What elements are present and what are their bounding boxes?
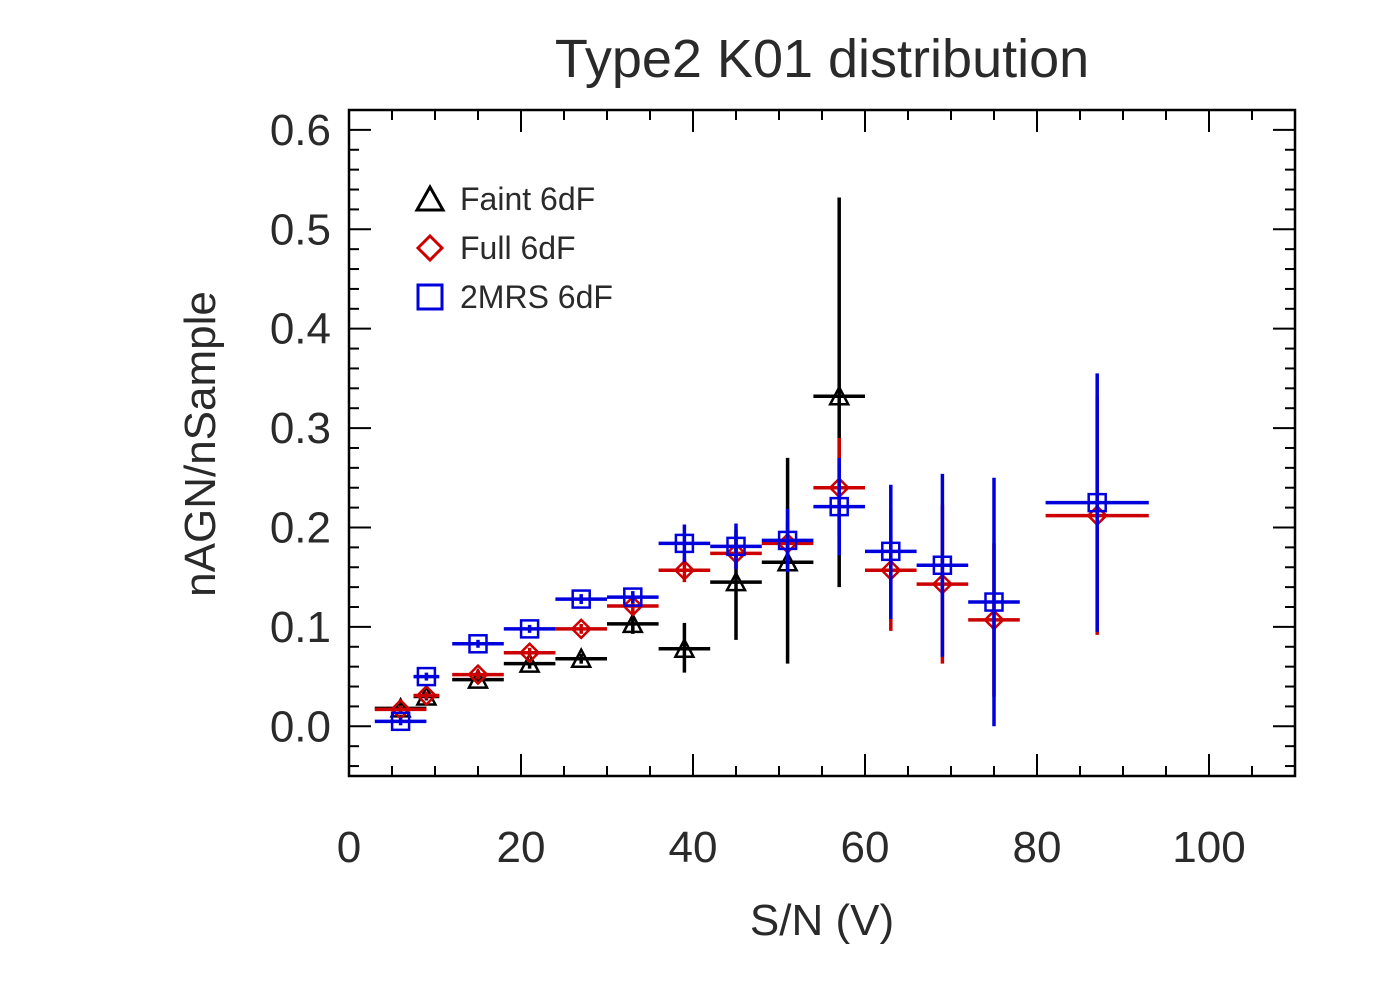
legend: Faint 6dF Full 6dF 2MRS 6dF [414,181,613,315]
legend-marker [416,283,444,311]
data-point [468,634,488,654]
y-tick-label: 0.4 [270,305,331,354]
data-point [674,533,695,554]
x-axis-label: S/N (V) [750,896,894,945]
legend-item: 2MRS 6dF [416,279,613,315]
data-point [984,592,1004,612]
data-point [1087,492,1107,513]
y-tick-label: 0.3 [270,404,331,453]
data-point [518,641,541,664]
series-full-6df [374,396,1149,721]
x-tick-label: 100 [1172,823,1245,872]
data-point [518,652,541,673]
data-point [571,589,591,609]
plot-area: 0 20 40 60 80 100 0.0 0.1 0.2 0.3 0.4 0.5 0.6 [270,106,1297,872]
data-point [724,570,748,592]
data-point [416,666,437,687]
data-point [415,684,438,707]
y-tick-label: 0.0 [270,702,331,751]
x-tick-label: 40 [669,823,718,872]
data-point [777,530,798,551]
legend-item: Faint 6dF [414,181,595,217]
data-point [673,559,696,582]
y-tick-label: 0.5 [270,205,331,254]
data-point [570,647,593,668]
data-point [390,711,411,732]
series-2mrs-6df [374,373,1149,732]
legend-item: Full 6dF [415,230,576,266]
data-point [726,536,746,557]
y-tick-label: 0.6 [270,106,331,155]
legend-marker [415,233,445,263]
y-tick-label: 0.2 [270,503,331,552]
data-point [570,618,592,640]
data-point [623,587,643,607]
legend-marker [414,183,446,212]
data-point [467,663,489,686]
series-faint-6df [374,197,865,718]
data-point [622,595,644,617]
legend-label: Faint 6dF [460,181,595,217]
legend-label: 2MRS 6dF [460,279,613,315]
data-point [828,384,851,406]
x-tick-label: 80 [1013,823,1062,872]
y-axis-label: nAGN/nSample [176,291,225,597]
x-tick-label: 60 [841,823,890,872]
legend-label: Full 6dF [460,230,576,266]
chart-title: Type2 K01 distribution [555,29,1089,89]
y-tick-label: 0.1 [270,603,331,652]
data-point [519,619,540,639]
x-tick-label: 20 [497,823,546,872]
data-point [829,496,849,517]
data-point [673,637,696,659]
x-tick-label: 0 [337,823,361,872]
data-point [932,555,953,576]
data-point [621,612,644,634]
data-point [881,541,901,562]
